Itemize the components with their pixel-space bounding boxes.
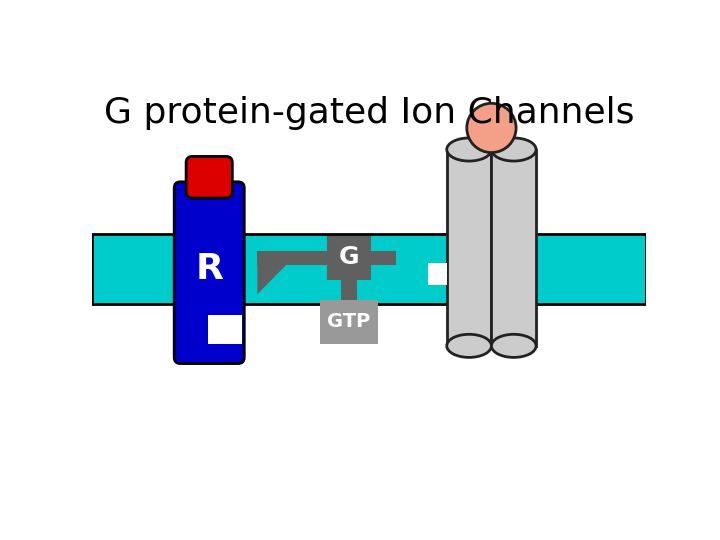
Bar bbox=[447, 150, 492, 346]
Ellipse shape bbox=[492, 138, 536, 161]
FancyBboxPatch shape bbox=[186, 157, 233, 198]
Bar bbox=[92, 234, 647, 303]
Bar bbox=[327, 236, 372, 280]
Bar bbox=[257, 251, 327, 265]
Text: GTP: GTP bbox=[328, 313, 371, 332]
Ellipse shape bbox=[447, 334, 492, 357]
Bar bbox=[341, 280, 357, 300]
Bar bbox=[372, 251, 396, 265]
FancyBboxPatch shape bbox=[174, 182, 244, 363]
Ellipse shape bbox=[447, 138, 492, 161]
Ellipse shape bbox=[492, 334, 536, 357]
Text: G: G bbox=[338, 245, 359, 268]
Text: G protein-gated Ion Channels: G protein-gated Ion Channels bbox=[104, 96, 634, 130]
Bar bbox=[320, 300, 378, 345]
Bar bbox=[492, 150, 536, 346]
Circle shape bbox=[467, 103, 516, 153]
Bar bbox=[208, 315, 242, 343]
Polygon shape bbox=[257, 251, 300, 294]
Bar bbox=[428, 263, 447, 285]
Text: R: R bbox=[195, 252, 223, 286]
